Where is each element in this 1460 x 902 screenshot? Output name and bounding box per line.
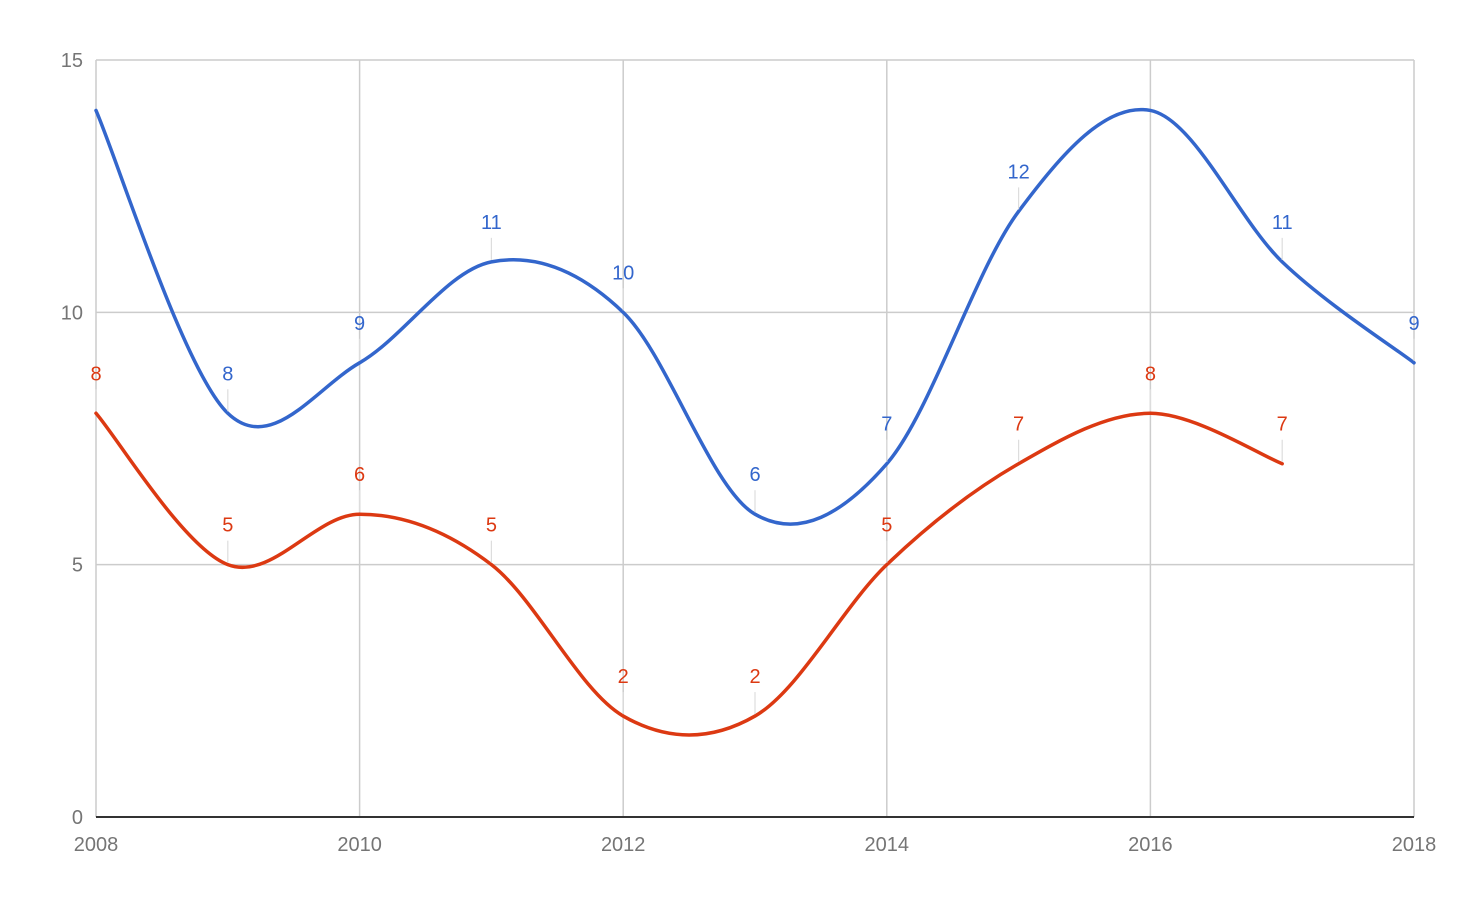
x-tick-label: 2018 [1392,834,1437,856]
series-2-data-label: 5 [222,515,233,537]
y-tick-label: 5 [72,555,83,577]
series-lines [94,107,1416,737]
series-1-data-label: 12 [1007,161,1029,183]
y-tick-label: 10 [61,302,83,324]
x-tick-label: 2010 [337,834,382,856]
series-2-data-label: 8 [1145,363,1156,385]
x-tick-label: 2016 [1128,834,1173,856]
series-1-data-label: 7 [881,414,892,436]
series-1-data-label: 9 [1408,313,1419,335]
y-tick-label: 15 [61,50,83,72]
series-1-data-label: 6 [749,464,760,486]
series-1-data-label: 9 [354,313,365,335]
series-2-data-label: 7 [1013,414,1024,436]
series-1-data-label: 8 [222,363,233,385]
x-tick-label: 2014 [865,834,910,856]
axes: 0 5 10 15 2008 2010 2012 2014 2016 2018 [61,50,1437,856]
grid-lines [95,59,1415,817]
series-2-data-label: 8 [90,363,101,385]
series-2-data-label: 7 [1277,414,1288,436]
data-labels: 8 9 11 10 6 7 12 11 9 8 5 6 5 2 2 5 7 8 7 [90,161,1420,715]
series-1-data-label: 10 [612,262,634,284]
series-2-line [94,411,1284,737]
x-tick-label: 2012 [601,834,646,856]
series-2-data-label: 5 [486,515,497,537]
series-2-data-label: 2 [749,666,760,688]
series-1-line [94,107,1416,526]
series-1-data-label: 11 [1272,212,1293,234]
x-tick-label: 2008 [74,834,119,856]
y-tick-label: 0 [72,807,83,829]
series-2-data-label: 5 [881,515,892,537]
series-1-data-label: 11 [481,212,502,234]
series-2-data-label: 2 [618,666,629,688]
series-2-data-label: 6 [354,464,365,486]
